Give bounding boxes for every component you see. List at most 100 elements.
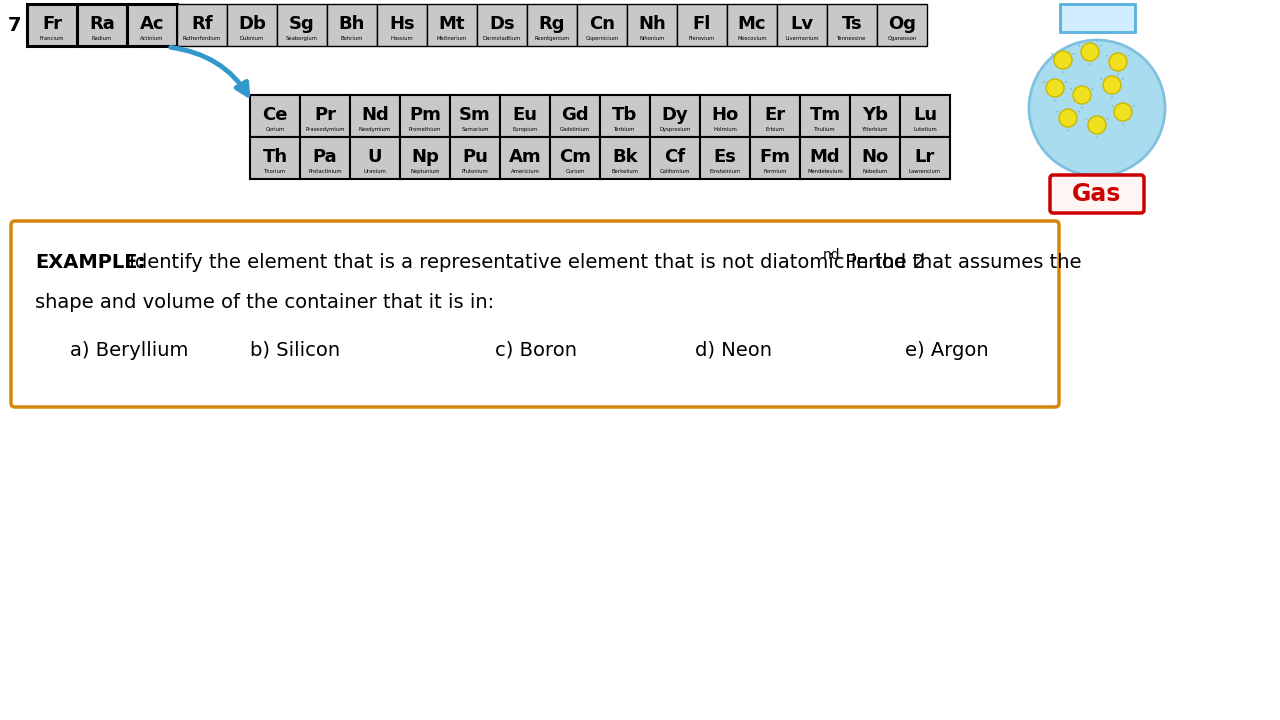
- Text: b) Silicon: b) Silicon: [250, 341, 340, 359]
- Text: Og: Og: [888, 15, 916, 33]
- Text: Cerium: Cerium: [265, 127, 284, 132]
- Text: Pr: Pr: [314, 106, 335, 124]
- Text: Gas: Gas: [1073, 182, 1121, 206]
- Text: Rutherfordium: Rutherfordium: [183, 36, 221, 41]
- Text: Cn: Cn: [589, 15, 614, 33]
- Text: Gadolinium: Gadolinium: [559, 127, 590, 132]
- Text: Promethium: Promethium: [408, 127, 442, 132]
- Text: Db: Db: [238, 15, 266, 33]
- Text: Lawrencium: Lawrencium: [909, 169, 941, 174]
- Bar: [227, 4, 276, 46]
- Bar: [326, 4, 378, 46]
- Text: Np: Np: [411, 148, 439, 166]
- Bar: [500, 95, 550, 137]
- Text: Thorium: Thorium: [264, 169, 285, 174]
- Bar: [577, 4, 627, 46]
- Bar: [1060, 4, 1135, 32]
- Text: Livermorium: Livermorium: [785, 36, 819, 41]
- Text: Einsteinium: Einsteinium: [709, 169, 741, 174]
- Text: Erbium: Erbium: [765, 127, 785, 132]
- Bar: [300, 137, 349, 179]
- Bar: [827, 4, 877, 46]
- Circle shape: [1082, 43, 1100, 61]
- Text: Terbium: Terbium: [614, 127, 636, 132]
- Bar: [250, 95, 300, 137]
- Bar: [600, 137, 650, 179]
- Text: Ac: Ac: [140, 15, 164, 33]
- Text: Berkelium: Berkelium: [612, 169, 639, 174]
- Text: Ce: Ce: [262, 106, 288, 124]
- Text: Sm: Sm: [460, 106, 490, 124]
- Text: Period that assumes the: Period that assumes the: [838, 253, 1082, 271]
- Text: 7: 7: [8, 16, 20, 35]
- Text: Ytterbium: Ytterbium: [861, 127, 888, 132]
- Text: Gd: Gd: [561, 106, 589, 124]
- Bar: [777, 4, 827, 46]
- Text: Seaborgium: Seaborgium: [285, 36, 317, 41]
- Text: Eu: Eu: [512, 106, 538, 124]
- Text: Darmstadtium: Darmstadtium: [483, 36, 521, 41]
- Text: Samarium: Samarium: [461, 127, 489, 132]
- Bar: [550, 137, 600, 179]
- Bar: [127, 4, 177, 46]
- Bar: [900, 95, 950, 137]
- Bar: [850, 95, 900, 137]
- Bar: [700, 137, 750, 179]
- Text: Neodymium: Neodymium: [358, 127, 392, 132]
- Text: Flerovium: Flerovium: [689, 36, 716, 41]
- Text: Neptunium: Neptunium: [411, 169, 440, 174]
- Bar: [378, 4, 428, 46]
- Text: Dy: Dy: [662, 106, 689, 124]
- Text: Lutetium: Lutetium: [913, 127, 937, 132]
- Bar: [800, 95, 850, 137]
- Text: Europium: Europium: [512, 127, 538, 132]
- Text: Tm: Tm: [809, 106, 841, 124]
- Text: Tennessine: Tennessine: [837, 36, 867, 41]
- Text: Copernicium: Copernicium: [585, 36, 618, 41]
- Text: Cm: Cm: [559, 148, 591, 166]
- Bar: [250, 137, 300, 179]
- Text: Yb: Yb: [861, 106, 888, 124]
- Text: U: U: [367, 148, 383, 166]
- Text: e) Argon: e) Argon: [905, 341, 988, 359]
- Bar: [600, 95, 650, 137]
- Bar: [800, 137, 850, 179]
- Bar: [627, 4, 677, 46]
- Bar: [500, 137, 550, 179]
- Text: Am: Am: [508, 148, 541, 166]
- Text: d) Neon: d) Neon: [695, 341, 772, 359]
- Text: Californium: Californium: [659, 169, 690, 174]
- Text: Moscovium: Moscovium: [737, 36, 767, 41]
- Text: Nobelium: Nobelium: [863, 169, 887, 174]
- Text: No: No: [861, 148, 888, 166]
- Text: Hs: Hs: [389, 15, 415, 33]
- Text: Dubnium: Dubnium: [239, 36, 264, 41]
- Bar: [727, 4, 777, 46]
- Text: Curium: Curium: [566, 169, 585, 174]
- Text: Hassium: Hassium: [390, 36, 413, 41]
- Bar: [276, 4, 326, 46]
- Circle shape: [1053, 51, 1071, 69]
- Text: Holmium: Holmium: [713, 127, 737, 132]
- Text: shape and volume of the container that it is in:: shape and volume of the container that i…: [35, 292, 494, 312]
- Bar: [451, 95, 500, 137]
- Text: a) Beryllium: a) Beryllium: [70, 341, 188, 359]
- Text: Tb: Tb: [612, 106, 637, 124]
- Text: Mendelevium: Mendelevium: [808, 169, 842, 174]
- Text: Bk: Bk: [612, 148, 637, 166]
- Text: Oganesson: Oganesson: [887, 36, 916, 41]
- Text: Fl: Fl: [692, 15, 712, 33]
- Text: Sg: Sg: [289, 15, 315, 33]
- Text: Th: Th: [262, 148, 288, 166]
- Text: Pu: Pu: [462, 148, 488, 166]
- Text: Francium: Francium: [40, 36, 64, 41]
- Bar: [850, 137, 900, 179]
- Text: Radium: Radium: [92, 36, 113, 41]
- Text: Lv: Lv: [791, 15, 814, 33]
- Bar: [477, 4, 527, 46]
- Bar: [650, 95, 700, 137]
- Bar: [77, 4, 127, 46]
- Text: Nd: Nd: [361, 106, 389, 124]
- Bar: [750, 95, 800, 137]
- Text: Nihonium: Nihonium: [639, 36, 664, 41]
